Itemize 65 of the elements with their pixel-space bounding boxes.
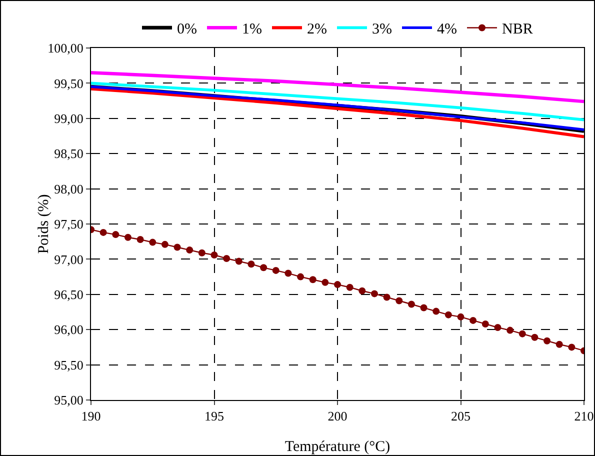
x-axis-title: Température (°C) [284, 439, 390, 455]
point [210, 251, 218, 258]
point [531, 334, 538, 341]
point [100, 228, 107, 236]
point [223, 255, 230, 262]
y-tick-label: 100,00 [48, 40, 84, 56]
point [420, 304, 428, 312]
point [161, 240, 168, 248]
y-tick-label: 98,00 [54, 181, 84, 196]
x-tick-label: 200 [328, 408, 348, 424]
legend-label: 1% [242, 22, 262, 38]
point [112, 231, 120, 238]
point [457, 313, 464, 320]
point [297, 273, 304, 280]
point [334, 281, 341, 288]
legend-label: 0% [177, 22, 197, 38]
x-tick-label: 195 [204, 408, 224, 424]
point [124, 234, 132, 241]
x-tick-label: 190 [81, 408, 101, 424]
point [568, 344, 576, 351]
legend-label: 4% [437, 22, 457, 38]
y-tick-label: 96,00 [54, 322, 84, 338]
point [260, 264, 268, 272]
point [494, 324, 502, 331]
point [346, 284, 354, 291]
point [432, 308, 440, 315]
x-tick-label: 205 [451, 408, 470, 424]
point [383, 294, 390, 301]
point [370, 290, 378, 298]
point [174, 244, 181, 251]
y-tick-label: 98,50 [54, 146, 84, 162]
point [198, 249, 206, 256]
point [248, 260, 255, 268]
x-tick-label: 210 [574, 408, 594, 424]
point [556, 340, 563, 348]
point [482, 320, 489, 328]
y-tick-label: 95,50 [54, 357, 84, 372]
point [470, 316, 477, 324]
point [322, 278, 329, 286]
point [186, 246, 194, 254]
point [149, 238, 156, 246]
legend-label: 2% [307, 22, 327, 38]
y-tick-label: 95,00 [54, 392, 84, 408]
point [284, 270, 292, 277]
point [518, 330, 526, 338]
y-tick-label: 96,50 [54, 286, 84, 302]
point [272, 266, 280, 274]
legend-label: NBR [502, 22, 533, 38]
point [235, 258, 242, 265]
y-axis-title: Poids (%) [36, 194, 52, 254]
y-tick-label: 99,50 [54, 76, 84, 91]
line-series [91, 70, 584, 104]
point [136, 236, 144, 243]
point [544, 337, 551, 344]
point [309, 276, 316, 284]
point [396, 297, 403, 304]
y-tick-label: 97,50 [54, 216, 84, 232]
point [358, 287, 366, 294]
legend-label: 3% [372, 22, 392, 38]
y-tick-label: 99,00 [54, 110, 84, 126]
line-series [91, 82, 584, 122]
point [444, 311, 452, 318]
point [506, 326, 514, 334]
y-tick-label: 97,00 [54, 252, 84, 267]
point [408, 300, 415, 308]
